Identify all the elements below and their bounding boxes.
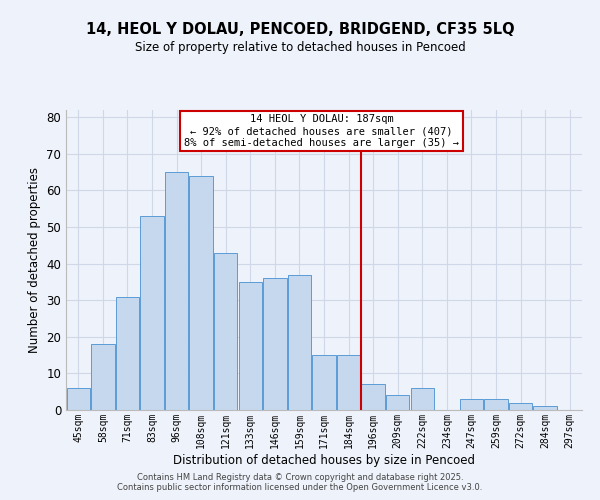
Bar [140, 216, 164, 410]
Text: Size of property relative to detached houses in Pencoed: Size of property relative to detached ho… [134, 41, 466, 54]
Bar [165, 172, 188, 410]
Bar [386, 396, 409, 410]
Bar [337, 355, 360, 410]
Text: Contains public sector information licensed under the Open Government Licence v3: Contains public sector information licen… [118, 483, 482, 492]
Bar [484, 399, 508, 410]
Bar [313, 355, 335, 410]
Text: 14 HEOL Y DOLAU: 187sqm
← 92% of detached houses are smaller (407)
8% of semi-de: 14 HEOL Y DOLAU: 187sqm ← 92% of detache… [184, 114, 459, 148]
Bar [91, 344, 115, 410]
Text: Contains HM Land Registry data © Crown copyright and database right 2025.: Contains HM Land Registry data © Crown c… [137, 473, 463, 482]
Bar [214, 252, 238, 410]
Bar [239, 282, 262, 410]
Y-axis label: Number of detached properties: Number of detached properties [28, 167, 41, 353]
Bar [533, 406, 557, 410]
X-axis label: Distribution of detached houses by size in Pencoed: Distribution of detached houses by size … [173, 454, 475, 466]
Bar [67, 388, 90, 410]
Bar [509, 402, 532, 410]
Bar [263, 278, 287, 410]
Bar [361, 384, 385, 410]
Text: 14, HEOL Y DOLAU, PENCOED, BRIDGEND, CF35 5LQ: 14, HEOL Y DOLAU, PENCOED, BRIDGEND, CF3… [86, 22, 514, 38]
Bar [116, 296, 139, 410]
Bar [190, 176, 213, 410]
Bar [410, 388, 434, 410]
Bar [288, 274, 311, 410]
Bar [460, 399, 483, 410]
